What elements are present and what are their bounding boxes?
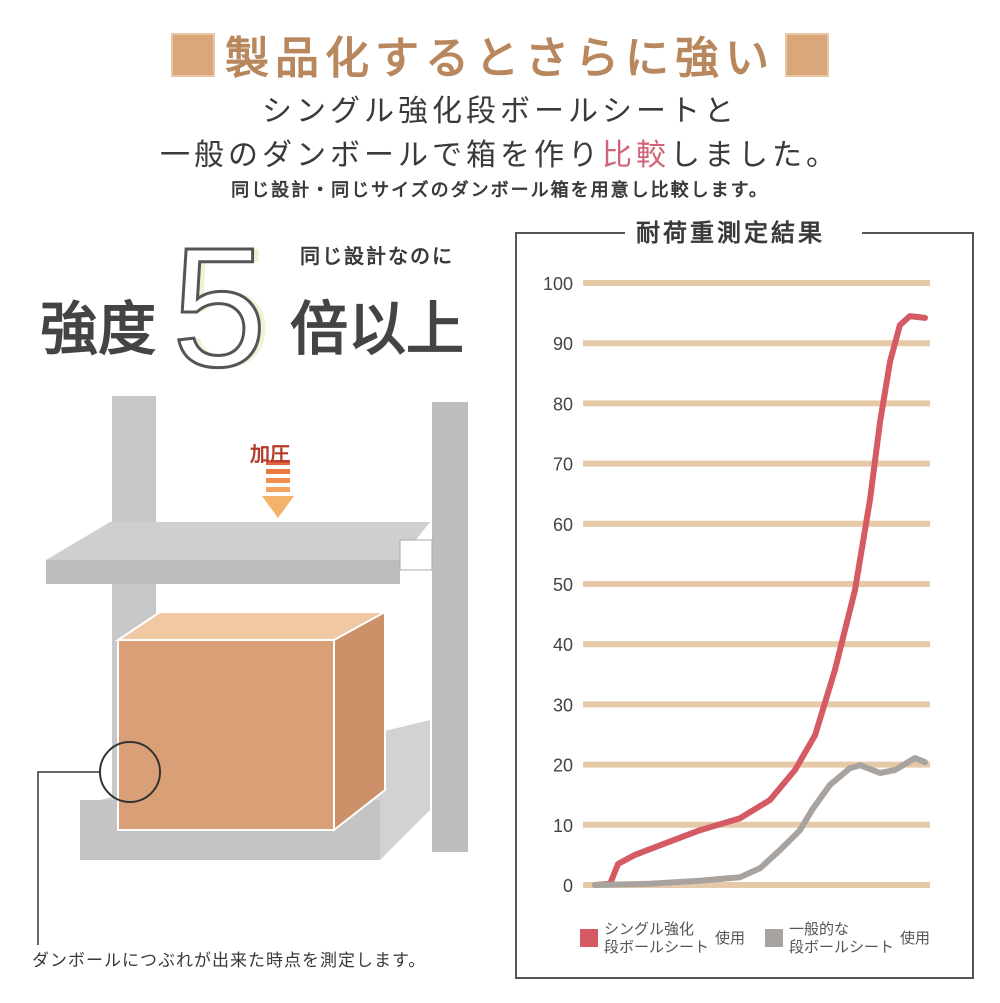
y-tick-label: 10 [553,816,573,836]
frame-top-right [862,232,972,234]
legend-label-reinforced: シングル強化 段ボールシート [604,920,709,956]
y-tick-label: 90 [553,334,573,354]
legend-line2: 段ボールシート [789,938,895,956]
press-arrow-icon [262,460,294,518]
load-chart: 0 10 20 30 40 50 60 70 80 90 100 [543,274,930,896]
cardboard-box [117,639,335,831]
legend-swatch-normal [765,929,784,947]
y-tick-label: 80 [553,394,573,414]
subtitle-line3: 同じ設計・同じサイズのダンボール箱を用意し比較します。 [231,180,769,201]
legend-label-normal: 一般的な 段ボールシート [789,920,894,956]
press-plate [46,522,430,560]
chart-frame [515,232,974,979]
subtitle-line2: 一般のダンボールで箱を作り比較しました。 [0,130,1000,174]
legend-suffix: 使用 [715,929,746,947]
frame-top-left [515,232,625,234]
legend-line1: シングル強化 [604,920,695,938]
page-title: 製品化するとさらに強い [0,22,1000,86]
chart-title: 耐荷重測定結果 [628,213,833,248]
y-tick-label: 30 [553,695,573,715]
legend: シングル強化 段ボールシート 使用 一般的な 段ボールシート 使用 [580,920,970,956]
cardboard-icon [785,33,829,77]
right-post [432,402,468,852]
title-text: 製品化するとさらに強い [225,33,775,84]
legend-line2: 段ボールシート [604,938,710,956]
legend-swatch-reinforced [580,929,598,947]
hero-right: 倍以上 [290,295,465,363]
subtitle-line1: シングル強化段ボールシートと [262,94,738,129]
y-tick-label: 100 [543,274,573,294]
y-tick-label: 60 [553,515,573,535]
series-line-0 [592,313,928,888]
hero-left: 強度 [40,295,157,363]
hero-number: 5 [171,212,269,405]
y-tick-label: 70 [553,455,573,475]
line2-pre: 一般のダンボールで箱を作り [160,138,602,173]
y-tick-label: 0 [563,876,573,896]
hero-note: 同じ設計なのに [300,244,454,268]
y-tick-label: 40 [553,635,573,655]
legend-suffix: 使用 [900,929,931,947]
footnote: ダンボールにつぶれが出来た時点を測定します。 [32,951,427,971]
line2-highlight: 比較 [602,138,670,173]
series-line-1 [592,755,928,888]
y-tick-label: 20 [553,756,573,776]
legend-line1: 一般的な [789,920,850,938]
y-tick-label: 50 [553,575,573,595]
press-label: 加圧 [250,442,290,466]
press-illustration [37,396,468,945]
cardboard-icon [171,33,215,77]
line2-post: しました。 [670,138,840,173]
